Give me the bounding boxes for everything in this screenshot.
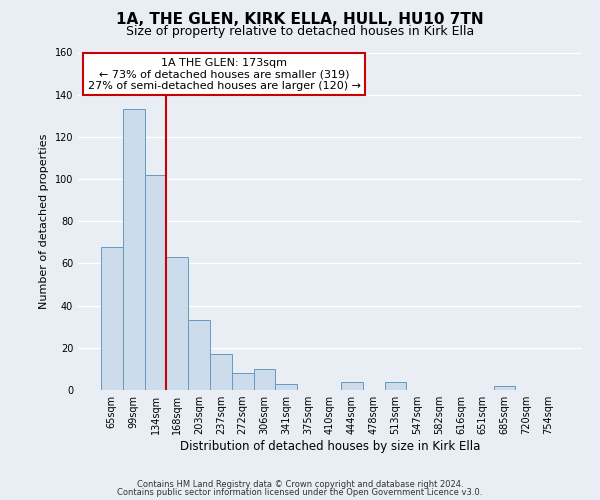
- Bar: [210, 354, 232, 390]
- Bar: [254, 369, 275, 390]
- X-axis label: Distribution of detached houses by size in Kirk Ella: Distribution of detached houses by size …: [180, 440, 480, 453]
- Bar: [123, 110, 145, 390]
- Bar: [188, 320, 210, 390]
- Bar: [341, 382, 363, 390]
- Text: Contains public sector information licensed under the Open Government Licence v3: Contains public sector information licen…: [118, 488, 482, 497]
- Bar: [275, 384, 297, 390]
- Y-axis label: Number of detached properties: Number of detached properties: [39, 134, 49, 309]
- Text: Contains HM Land Registry data © Crown copyright and database right 2024.: Contains HM Land Registry data © Crown c…: [137, 480, 463, 489]
- Bar: [166, 257, 188, 390]
- Text: 1A, THE GLEN, KIRK ELLA, HULL, HU10 7TN: 1A, THE GLEN, KIRK ELLA, HULL, HU10 7TN: [116, 12, 484, 28]
- Bar: [385, 382, 406, 390]
- Text: Size of property relative to detached houses in Kirk Ella: Size of property relative to detached ho…: [126, 25, 474, 38]
- Bar: [232, 373, 254, 390]
- Bar: [101, 246, 123, 390]
- Bar: [145, 175, 166, 390]
- Bar: [494, 386, 515, 390]
- Text: 1A THE GLEN: 173sqm
← 73% of detached houses are smaller (319)
27% of semi-detac: 1A THE GLEN: 173sqm ← 73% of detached ho…: [88, 58, 361, 91]
